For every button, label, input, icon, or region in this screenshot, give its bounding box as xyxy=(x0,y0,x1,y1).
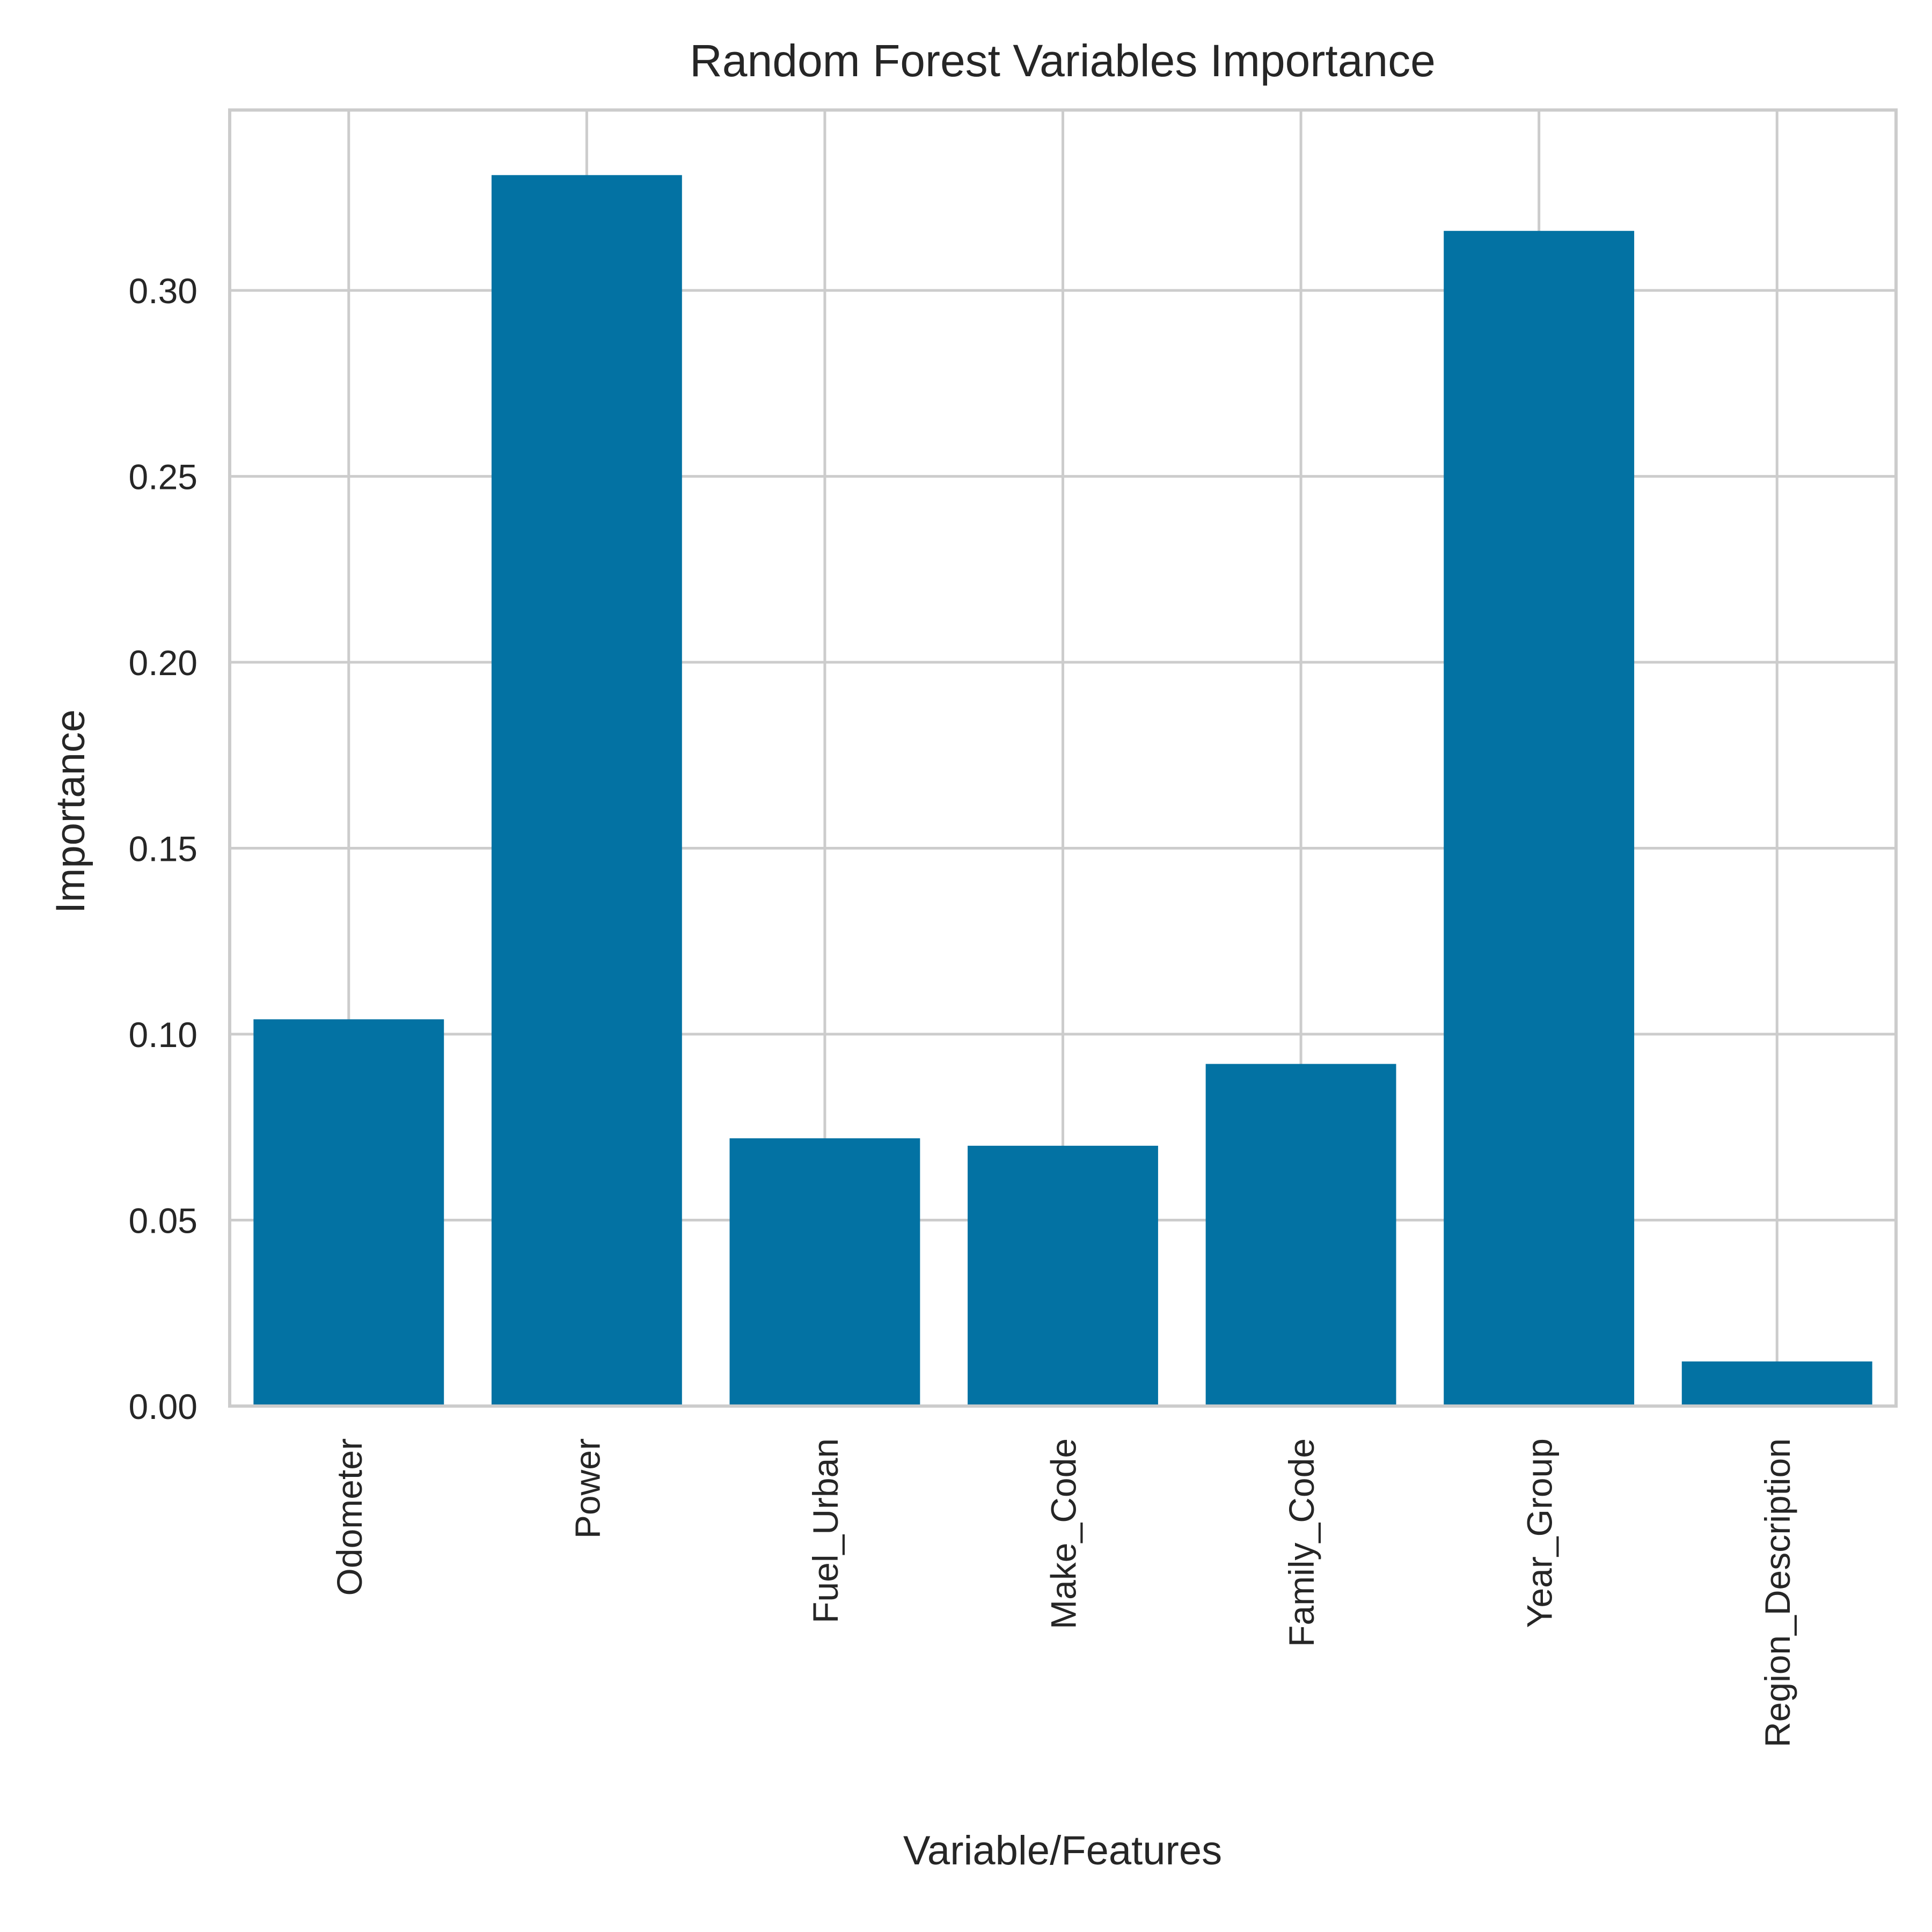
x-tick-label: Family_Code xyxy=(1282,1438,1321,1647)
bar-make-code xyxy=(968,1145,1158,1406)
bar-region-description xyxy=(1681,1361,1872,1406)
bar-fuel-urban xyxy=(729,1138,920,1406)
chart-title: Random Forest Variables Importance xyxy=(690,35,1436,86)
y-tick-label: 0.00 xyxy=(129,1387,197,1426)
x-tick-labels: Odometer Power Fuel_Urban Make_Code Family_C… xyxy=(330,1438,1797,1747)
x-tick-label: Power xyxy=(567,1438,607,1539)
y-tick-label: 0.15 xyxy=(129,829,197,869)
bar-power xyxy=(491,175,682,1406)
plot-frame xyxy=(228,108,1898,1408)
y-tick-label: 0.30 xyxy=(129,271,197,311)
x-tick-label: Region_Description xyxy=(1758,1438,1797,1747)
y-axis-label: Importance xyxy=(48,709,93,913)
x-tick-label: Fuel_Urban xyxy=(806,1438,845,1623)
y-tick-label: 0.25 xyxy=(129,457,197,497)
x-tick-label: Odometer xyxy=(330,1438,369,1596)
x-tick-label: Make_Code xyxy=(1044,1438,1084,1629)
x-axis-label: Variable/Features xyxy=(903,1828,1222,1874)
y-tick-labels: 0.00 0.05 0.10 0.15 0.20 0.25 0.30 xyxy=(129,271,197,1426)
bars xyxy=(253,175,1872,1406)
y-tick-label: 0.05 xyxy=(129,1201,197,1241)
bar-family-code xyxy=(1205,1064,1396,1406)
y-tick-label: 0.20 xyxy=(129,643,197,683)
bar-year-group xyxy=(1444,231,1635,1406)
bar-odometer xyxy=(253,1019,444,1406)
x-tick-label: Year_Group xyxy=(1520,1438,1560,1628)
y-tick-label: 0.10 xyxy=(129,1015,197,1055)
